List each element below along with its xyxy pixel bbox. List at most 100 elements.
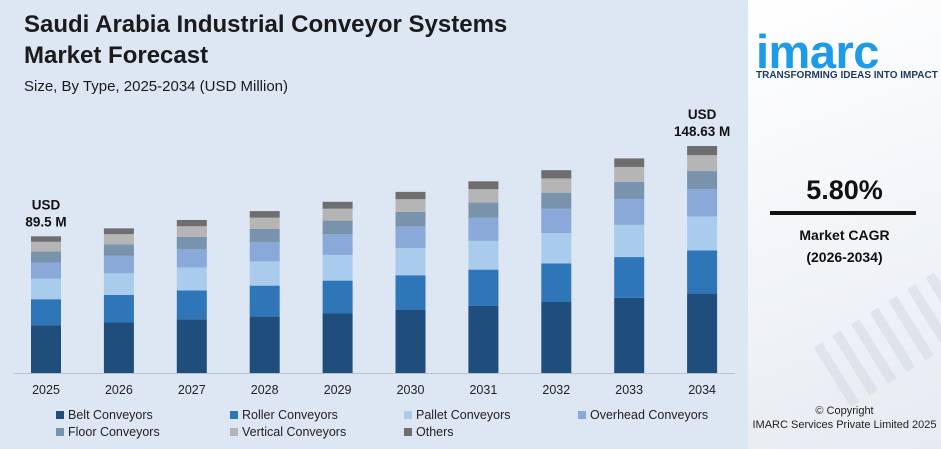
legend-swatch [404, 427, 412, 436]
x-tick-label: 2026 [105, 383, 133, 397]
chart-legend: Belt Conveyors Roller Conveyors Pallet Con… [56, 407, 746, 439]
bar-segment-2027-3 [176, 249, 207, 268]
bar-segment-2028-5 [249, 217, 280, 229]
legend-label: Roller Conveyors [242, 407, 338, 422]
chart-panel: Saudi Arabia Industrial Conveyor Systems… [14, 9, 746, 439]
bar-segment-2030-2 [395, 248, 426, 276]
legend-swatch [230, 410, 238, 419]
copyright-line2: IMARC Services Private Limited 2025 [752, 419, 937, 431]
bar-segment-2032-5 [541, 178, 572, 193]
bar-segment-2025-2 [31, 278, 61, 300]
copyright-line1: © Copyright [815, 405, 874, 417]
bar-segment-2032-4 [541, 192, 572, 209]
legend-label: Overhead Conveyors [590, 407, 709, 422]
bar-segment-2033-3 [614, 199, 645, 225]
x-tick-label: 2025 [32, 383, 60, 397]
bar-segment-2029-6 [322, 201, 353, 209]
bar-segment-2029-4 [322, 220, 353, 235]
bar-segment-2032-6 [541, 170, 572, 179]
bar-segment-2027-4 [176, 236, 207, 250]
logo-tagline: TRANSFORMING IDEAS INTO IMPACT [756, 70, 938, 81]
x-tick-label: 2032 [542, 383, 570, 397]
x-tick-label: 2034 [688, 383, 716, 397]
bar-segment-2030-1 [395, 275, 426, 310]
bar-segment-2031-5 [468, 189, 499, 203]
legend-label: Floor Conveyors [68, 424, 160, 439]
legend-item: Belt Conveyors [56, 407, 230, 422]
bar-segment-2031-3 [468, 217, 499, 241]
x-tick-label: 2030 [397, 383, 425, 397]
bar-segment-2031-0 [468, 305, 499, 373]
legend-swatch [404, 410, 412, 419]
cagr-divider [770, 211, 916, 215]
bar-segment-2030-4 [395, 211, 426, 227]
x-tick-label: 2028 [251, 383, 279, 397]
legend-label: Others [416, 424, 454, 439]
legend-item: Overhead Conveyors [578, 407, 746, 422]
bar-segment-2026-0 [103, 322, 134, 373]
bar-segment-2034-3 [687, 189, 718, 217]
legend-item: Roller Conveyors [230, 407, 404, 422]
title-line-1: Saudi Arabia Industrial Conveyor Systems [24, 11, 508, 38]
cagr-value: 5.80% [806, 175, 883, 205]
bar-segment-2033-4 [614, 181, 645, 200]
bar-segment-2033-6 [614, 158, 645, 167]
bar-segment-2029-5 [322, 208, 353, 221]
brand-panel: imarc TRANSFORMING IDEAS INTO IMPACT 5.8… [748, 0, 941, 449]
bar-segment-2028-1 [249, 285, 280, 317]
last-callout-line1: USD [688, 107, 717, 122]
legend-item: Floor Conveyors [56, 424, 230, 439]
bar-segment-2033-5 [614, 166, 645, 182]
bar-segment-2027-5 [176, 226, 207, 237]
bar-segment-2034-0 [687, 293, 718, 373]
legend-label: Belt Conveyors [68, 407, 153, 422]
bar-segment-2025-3 [31, 262, 61, 279]
value-callouts: USD 89.5 M USD 148.63 M [25, 107, 730, 229]
first-callout-line2: 89.5 M [25, 214, 66, 229]
bar-segment-2032-3 [541, 208, 572, 234]
bar-segment-2034-6 [687, 146, 718, 156]
bar-segment-2031-4 [468, 202, 499, 218]
bar-segment-2025-5 [31, 241, 61, 252]
x-tick-label: 2031 [469, 383, 497, 397]
bar-segment-2032-1 [541, 263, 572, 302]
bar-segment-2029-2 [322, 254, 353, 281]
bar-segment-2027-6 [176, 219, 207, 227]
legend-swatch [56, 427, 64, 436]
legend-item: Others [404, 424, 578, 439]
chart-title: Saudi Arabia Industrial Conveyor Systems… [24, 9, 507, 71]
bar-segment-2028-4 [249, 228, 280, 242]
bar-segment-2025-1 [31, 299, 61, 326]
cagr-label: Market CAGR (2026-2034) [748, 224, 941, 268]
bar-segment-2033-1 [614, 257, 645, 298]
bar-group [31, 146, 718, 373]
bar-segment-2030-5 [395, 199, 426, 212]
legend-label: Vertical Conveyors [242, 424, 347, 439]
legend-label: Pallet Conveyors [416, 407, 511, 422]
bar-segment-2031-1 [468, 269, 499, 306]
bar-segment-2029-3 [322, 234, 353, 255]
bar-segment-2032-2 [541, 233, 572, 264]
x-tick-label: 2029 [324, 383, 352, 397]
legend-swatch [56, 410, 64, 419]
bar-segment-2025-4 [31, 251, 61, 263]
bar-segment-2030-6 [395, 191, 426, 200]
legend-swatch [578, 410, 586, 419]
x-tick-labels: 2025 2026 2027 2028 2029 2030 2031 2032 2033 2034 [32, 383, 716, 397]
bar-segment-2026-4 [103, 244, 134, 256]
bar-segment-2025-0 [31, 325, 61, 373]
imarc-logo: imarc [756, 25, 879, 78]
bar-segment-2026-1 [103, 294, 134, 323]
bar-segment-2028-0 [249, 316, 280, 373]
bar-segment-2029-0 [322, 313, 353, 373]
last-callout-line2: 148.63 M [674, 124, 730, 139]
legend-item: Pallet Conveyors [404, 407, 578, 422]
cagr-label-line2: (2026-2034) [806, 249, 883, 265]
x-tick-label: 2033 [615, 383, 643, 397]
bar-segment-2030-3 [395, 226, 426, 249]
first-callout-line1: USD [32, 197, 61, 212]
bar-segment-2029-1 [322, 280, 353, 314]
cagr-label-line1: Market CAGR [799, 227, 890, 243]
bar-segment-2034-4 [687, 171, 718, 190]
